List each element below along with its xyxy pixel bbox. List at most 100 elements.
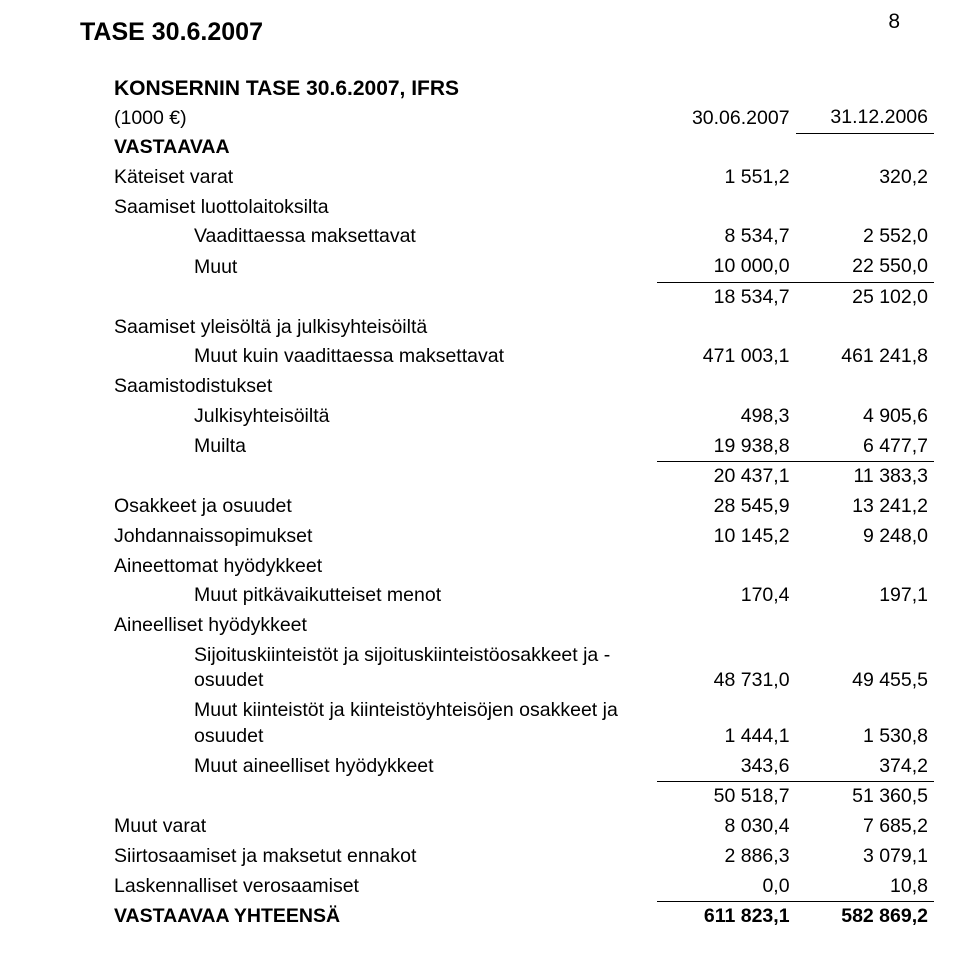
row-label: Vaadittaessa maksettavat bbox=[114, 222, 657, 252]
document-page: 8 TASE 30.6.2007 KONSERNIN TASE 30.6.200… bbox=[0, 0, 960, 972]
row-value: 2 886,3 bbox=[657, 842, 795, 872]
row-value: 1 444,1 bbox=[657, 696, 795, 751]
table-row: Aineelliset hyödykkeet bbox=[114, 611, 934, 641]
row-value bbox=[657, 611, 795, 641]
row-value: 19 938,8 bbox=[657, 432, 795, 462]
row-value: 10 000,0 bbox=[657, 252, 795, 282]
row-value: 49 455,5 bbox=[796, 641, 934, 696]
row-label: Muut pitkävaikutteiset menot bbox=[114, 581, 657, 611]
row-value: 197,1 bbox=[796, 581, 934, 611]
table-row: Saamistodistukset bbox=[114, 372, 934, 402]
table-row: VASTAAVAA YHTEENSÄ611 823,1582 869,2 bbox=[114, 902, 934, 932]
column-header: 30.06.2007 bbox=[657, 103, 795, 133]
page-number: 8 bbox=[888, 10, 900, 34]
row-label: Siirtosaamiset ja maksetut ennakot bbox=[114, 842, 657, 872]
row-value: 20 437,1 bbox=[657, 462, 795, 492]
row-value: 9 248,0 bbox=[796, 522, 934, 552]
table-row: Saamiset luottolaitoksilta bbox=[114, 193, 934, 223]
row-value: 48 731,0 bbox=[657, 641, 795, 696]
row-label: Laskennalliset verosaamiset bbox=[114, 872, 657, 902]
row-value bbox=[657, 133, 795, 163]
table-row: Saamiset yleisöltä ja julkisyhteisöiltä bbox=[114, 313, 934, 343]
table-row: VASTAAVAA bbox=[114, 133, 934, 163]
row-value: 4 905,6 bbox=[796, 402, 934, 432]
row-label: Sijoituskiinteistöt ja sijoituskiinteist… bbox=[114, 641, 657, 696]
row-label: VASTAAVAA YHTEENSÄ bbox=[114, 902, 657, 932]
row-label: Käteiset varat bbox=[114, 163, 657, 193]
row-label bbox=[114, 462, 657, 492]
row-value: 374,2 bbox=[796, 752, 934, 782]
row-value: 11 383,3 bbox=[796, 462, 934, 492]
table-row: Muut aineelliset hyödykkeet343,6374,2 bbox=[114, 752, 934, 782]
row-label: Muilta bbox=[114, 432, 657, 462]
table-row: Johdannaissopimukset10 145,29 248,0 bbox=[114, 522, 934, 552]
row-value: 582 869,2 bbox=[796, 902, 934, 932]
row-value: 461 241,8 bbox=[796, 342, 934, 372]
table-row: Osakkeet ja osuudet28 545,913 241,2 bbox=[114, 492, 934, 522]
row-value: 2 552,0 bbox=[796, 222, 934, 252]
row-value: 343,6 bbox=[657, 752, 795, 782]
row-value bbox=[796, 193, 934, 223]
table-row: Muut kuin vaadittaessa maksettavat471 00… bbox=[114, 342, 934, 372]
row-value: 13 241,2 bbox=[796, 492, 934, 522]
row-value bbox=[796, 133, 934, 163]
table-row: 20 437,111 383,3 bbox=[114, 462, 934, 492]
table-row: Sijoituskiinteistöt ja sijoituskiinteist… bbox=[114, 641, 934, 696]
table-row: Siirtosaamiset ja maksetut ennakot2 886,… bbox=[114, 842, 934, 872]
row-value bbox=[657, 372, 795, 402]
row-label: Saamiset luottolaitoksilta bbox=[114, 193, 657, 223]
row-label: Muut aineelliset hyödykkeet bbox=[114, 752, 657, 782]
row-value: 320,2 bbox=[796, 163, 934, 193]
table-row: Muut varat8 030,47 685,2 bbox=[114, 812, 934, 842]
row-value bbox=[796, 313, 934, 343]
column-header: 31.12.2006 bbox=[796, 103, 934, 133]
table-row: Käteiset varat1 551,2320,2 bbox=[114, 163, 934, 193]
row-value: 8 030,4 bbox=[657, 812, 795, 842]
row-label: Osakkeet ja osuudet bbox=[114, 492, 657, 522]
row-label: VASTAAVAA bbox=[114, 133, 657, 163]
row-value: 7 685,2 bbox=[796, 812, 934, 842]
table-row: Muut10 000,022 550,0 bbox=[114, 252, 934, 282]
row-value: 18 534,7 bbox=[657, 282, 795, 312]
row-value: 471 003,1 bbox=[657, 342, 795, 372]
table-header-row: (1000 €)30.06.200731.12.2006 bbox=[114, 103, 934, 133]
row-value bbox=[657, 313, 795, 343]
row-label: Aineettomat hyödykkeet bbox=[114, 552, 657, 582]
table-row: Muut pitkävaikutteiset menot170,4197,1 bbox=[114, 581, 934, 611]
row-value bbox=[657, 552, 795, 582]
row-value bbox=[796, 552, 934, 582]
row-value: 28 545,9 bbox=[657, 492, 795, 522]
row-label: Muut kuin vaadittaessa maksettavat bbox=[114, 342, 657, 372]
table-row: 18 534,725 102,0 bbox=[114, 282, 934, 312]
row-value: 8 534,7 bbox=[657, 222, 795, 252]
row-value: 611 823,1 bbox=[657, 902, 795, 932]
row-label: Aineelliset hyödykkeet bbox=[114, 611, 657, 641]
row-value: 25 102,0 bbox=[796, 282, 934, 312]
row-label: Julkisyhteisöiltä bbox=[114, 402, 657, 432]
row-label bbox=[114, 282, 657, 312]
table-row: Laskennalliset verosaamiset0,010,8 bbox=[114, 872, 934, 902]
sub-title: KONSERNIN TASE 30.6.2007, IFRS bbox=[114, 77, 900, 101]
row-value: 1 530,8 bbox=[796, 696, 934, 751]
row-value: 10 145,2 bbox=[657, 522, 795, 552]
main-title: TASE 30.6.2007 bbox=[80, 18, 900, 47]
row-label: Muut bbox=[114, 252, 657, 282]
row-value: 10,8 bbox=[796, 872, 934, 902]
row-value: 6 477,7 bbox=[796, 432, 934, 462]
row-value bbox=[796, 372, 934, 402]
row-value bbox=[796, 611, 934, 641]
row-value: 170,4 bbox=[657, 581, 795, 611]
row-label: Muut varat bbox=[114, 812, 657, 842]
row-value: 498,3 bbox=[657, 402, 795, 432]
table-row: Aineettomat hyödykkeet bbox=[114, 552, 934, 582]
table-row: Julkisyhteisöiltä498,34 905,6 bbox=[114, 402, 934, 432]
table-row: Vaadittaessa maksettavat8 534,72 552,0 bbox=[114, 222, 934, 252]
row-label: Saamistodistukset bbox=[114, 372, 657, 402]
row-value: 0,0 bbox=[657, 872, 795, 902]
table-row: Muilta19 938,86 477,7 bbox=[114, 432, 934, 462]
unit-label: (1000 €) bbox=[114, 103, 657, 133]
row-value: 3 079,1 bbox=[796, 842, 934, 872]
row-value: 22 550,0 bbox=[796, 252, 934, 282]
row-value: 1 551,2 bbox=[657, 163, 795, 193]
row-value bbox=[657, 193, 795, 223]
